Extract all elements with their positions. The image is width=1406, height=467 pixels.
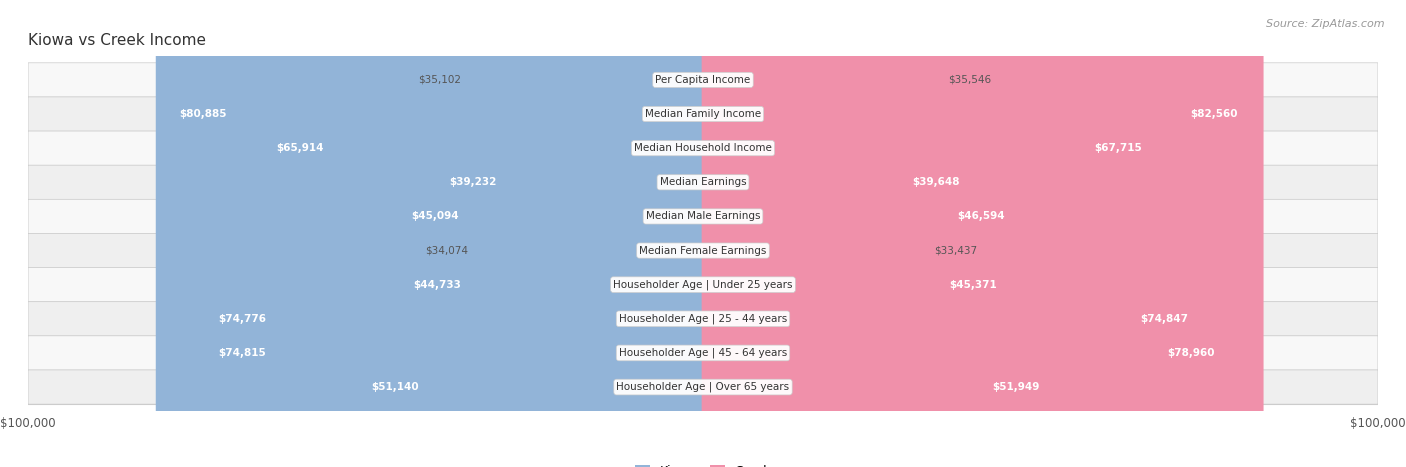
Text: Median Earnings: Median Earnings xyxy=(659,177,747,187)
Text: $35,546: $35,546 xyxy=(948,75,991,85)
FancyBboxPatch shape xyxy=(702,0,1264,467)
FancyBboxPatch shape xyxy=(702,0,1239,467)
FancyBboxPatch shape xyxy=(702,0,946,467)
Text: Householder Age | 25 - 44 years: Householder Age | 25 - 44 years xyxy=(619,313,787,324)
Text: $35,102: $35,102 xyxy=(418,75,461,85)
Text: $67,715: $67,715 xyxy=(1094,143,1142,153)
FancyBboxPatch shape xyxy=(28,234,1378,268)
FancyBboxPatch shape xyxy=(28,199,1378,234)
Text: $39,648: $39,648 xyxy=(912,177,960,187)
Text: Source: ZipAtlas.com: Source: ZipAtlas.com xyxy=(1267,19,1385,28)
FancyBboxPatch shape xyxy=(465,0,706,467)
Text: $45,094: $45,094 xyxy=(411,212,458,221)
Text: Householder Age | Over 65 years: Householder Age | Over 65 years xyxy=(616,382,790,392)
Text: Median Male Earnings: Median Male Earnings xyxy=(645,212,761,221)
FancyBboxPatch shape xyxy=(702,0,1012,467)
FancyBboxPatch shape xyxy=(28,131,1378,165)
FancyBboxPatch shape xyxy=(28,165,1378,199)
Text: $45,371: $45,371 xyxy=(949,280,997,290)
Text: $80,885: $80,885 xyxy=(179,109,226,119)
FancyBboxPatch shape xyxy=(197,0,706,467)
FancyBboxPatch shape xyxy=(156,0,706,467)
FancyBboxPatch shape xyxy=(702,0,1212,467)
FancyBboxPatch shape xyxy=(702,0,1057,467)
FancyBboxPatch shape xyxy=(28,370,1378,404)
Text: Kiowa vs Creek Income: Kiowa vs Creek Income xyxy=(28,33,207,48)
Text: $39,232: $39,232 xyxy=(449,177,496,187)
FancyBboxPatch shape xyxy=(357,0,706,467)
Text: $46,594: $46,594 xyxy=(957,212,1005,221)
Text: Householder Age | Under 25 years: Householder Age | Under 25 years xyxy=(613,279,793,290)
FancyBboxPatch shape xyxy=(399,0,706,467)
Text: $44,733: $44,733 xyxy=(413,280,461,290)
FancyBboxPatch shape xyxy=(28,268,1378,302)
FancyBboxPatch shape xyxy=(702,0,932,467)
Text: Per Capita Income: Per Capita Income xyxy=(655,75,751,85)
Text: $65,914: $65,914 xyxy=(276,143,323,153)
Text: Median Female Earnings: Median Female Earnings xyxy=(640,246,766,255)
Text: $78,960: $78,960 xyxy=(1167,348,1215,358)
Text: Median Household Income: Median Household Income xyxy=(634,143,772,153)
FancyBboxPatch shape xyxy=(28,302,1378,336)
FancyBboxPatch shape xyxy=(28,63,1378,97)
FancyBboxPatch shape xyxy=(471,0,706,467)
Text: $51,140: $51,140 xyxy=(371,382,419,392)
FancyBboxPatch shape xyxy=(702,0,1021,467)
Text: $74,815: $74,815 xyxy=(218,348,266,358)
FancyBboxPatch shape xyxy=(437,0,706,467)
Text: Median Family Income: Median Family Income xyxy=(645,109,761,119)
FancyBboxPatch shape xyxy=(702,0,974,467)
Text: $33,437: $33,437 xyxy=(934,246,977,255)
FancyBboxPatch shape xyxy=(702,0,1163,467)
Text: $74,847: $74,847 xyxy=(1140,314,1188,324)
FancyBboxPatch shape xyxy=(28,336,1378,370)
Text: $51,949: $51,949 xyxy=(993,382,1039,392)
Legend: Kiowa, Creek: Kiowa, Creek xyxy=(630,460,776,467)
FancyBboxPatch shape xyxy=(398,0,706,467)
FancyBboxPatch shape xyxy=(28,97,1378,131)
Text: Householder Age | 45 - 64 years: Householder Age | 45 - 64 years xyxy=(619,348,787,358)
Text: $74,776: $74,776 xyxy=(218,314,267,324)
FancyBboxPatch shape xyxy=(197,0,706,467)
Text: $34,074: $34,074 xyxy=(425,246,468,255)
Text: $82,560: $82,560 xyxy=(1191,109,1237,119)
FancyBboxPatch shape xyxy=(257,0,706,467)
